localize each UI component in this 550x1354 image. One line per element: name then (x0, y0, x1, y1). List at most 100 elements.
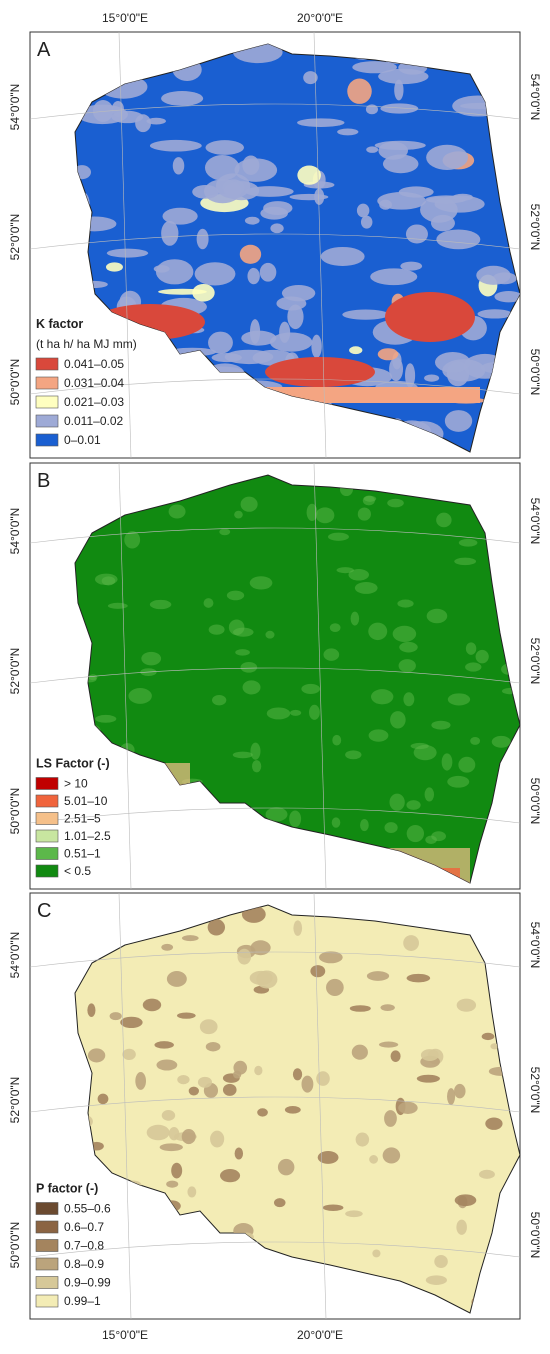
patch (454, 1083, 466, 1099)
legend-swatch (35, 1294, 59, 1308)
patch (309, 704, 320, 720)
patch (357, 507, 371, 521)
patch (436, 229, 481, 250)
patch (105, 262, 123, 272)
lat-label: 54°0'0"N (528, 498, 542, 545)
legend-label: 2.51–5 (64, 812, 101, 826)
legend-swatch (35, 1202, 59, 1215)
patch (372, 1249, 381, 1258)
patch (141, 651, 162, 666)
patch (456, 998, 477, 1012)
patch (235, 649, 250, 656)
patch (380, 1004, 395, 1012)
legend-label: 0.99–1 (64, 1294, 101, 1308)
patch (249, 970, 273, 986)
patch (452, 193, 473, 201)
patch (247, 267, 260, 285)
patch (297, 118, 345, 128)
patch (392, 625, 417, 642)
lat-label: 52°0'0"N (8, 648, 22, 695)
patch (360, 215, 373, 229)
patch (491, 735, 511, 748)
patch (370, 268, 418, 286)
patch (128, 688, 152, 704)
legend-swatch (35, 1239, 59, 1252)
patch (197, 1076, 213, 1088)
legend-label: > 10 (64, 777, 88, 791)
patch (406, 800, 421, 810)
patch (244, 216, 260, 225)
patch (194, 262, 236, 286)
patch (360, 819, 369, 832)
patch (319, 951, 343, 964)
legend-swatch (35, 1220, 59, 1234)
patch (228, 619, 245, 636)
patch (279, 321, 291, 343)
patch (394, 79, 404, 101)
graticule (29, 951, 521, 968)
patch (384, 1110, 397, 1127)
patch (326, 978, 344, 997)
graticule (29, 1096, 521, 1113)
patch (398, 659, 416, 673)
patch (205, 140, 245, 155)
patch (314, 188, 325, 205)
legend-label: 0–0.01 (64, 433, 101, 447)
patch (403, 692, 415, 707)
lat-label: 54°0'0"N (528, 74, 542, 121)
patch (431, 720, 451, 730)
patch (289, 810, 302, 828)
patch (149, 599, 172, 610)
legend-swatch (35, 1257, 59, 1271)
patch (320, 246, 365, 267)
patch (400, 261, 423, 271)
patch (168, 504, 186, 519)
patch (424, 374, 440, 382)
patch (242, 155, 260, 175)
patch (387, 498, 404, 508)
patch (237, 948, 252, 965)
patch (284, 1105, 301, 1114)
patch (370, 689, 394, 705)
patch (234, 1147, 244, 1160)
patch (355, 1132, 370, 1147)
patch (277, 1158, 295, 1176)
patch (208, 624, 225, 635)
patch (276, 296, 307, 311)
lon-label: 15°0'0"E (102, 11, 148, 25)
patch (475, 649, 489, 664)
patch (390, 711, 406, 729)
patch (481, 1032, 495, 1041)
patch (352, 61, 397, 74)
patch (142, 998, 162, 1012)
legend-label: 5.01–10 (64, 794, 108, 808)
patch (332, 734, 342, 746)
patch (323, 648, 340, 661)
patch (155, 259, 194, 285)
patch (210, 1130, 225, 1148)
patch (270, 223, 284, 234)
lon-label: 20°0'0"E (297, 11, 343, 25)
patch (337, 128, 359, 136)
graticule (29, 378, 521, 395)
patch (240, 661, 258, 673)
patch (454, 557, 477, 566)
patch (350, 611, 360, 626)
panel-letter: A (37, 39, 51, 61)
patch (315, 507, 335, 524)
patch (416, 1074, 440, 1083)
patch (259, 262, 277, 282)
patch (146, 1124, 170, 1141)
patch (293, 920, 303, 936)
graticule (29, 667, 521, 684)
legend-swatch (35, 376, 59, 390)
patch (212, 694, 227, 706)
patch (380, 103, 419, 114)
patch (363, 495, 377, 502)
patch (120, 1016, 143, 1029)
patch (87, 1048, 106, 1063)
patch (252, 760, 262, 773)
legend-title: K factor (36, 317, 83, 331)
patch (345, 1210, 363, 1218)
